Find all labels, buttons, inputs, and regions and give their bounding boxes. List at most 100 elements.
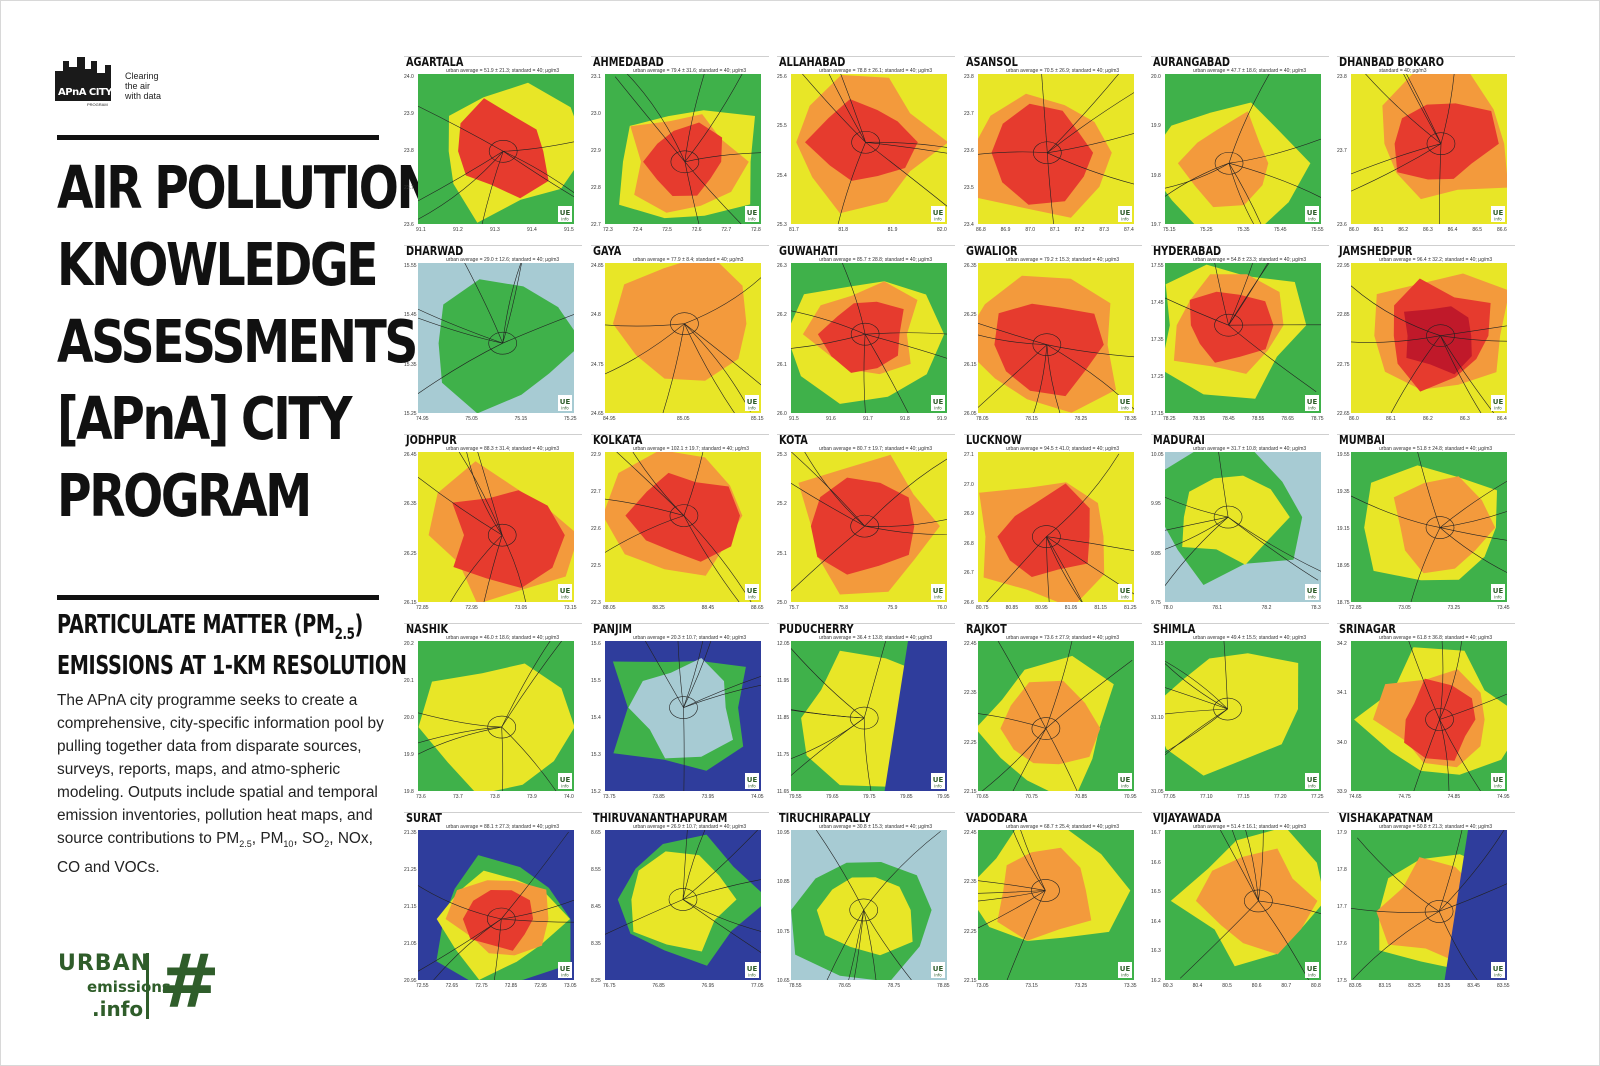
ring-road xyxy=(669,696,698,719)
y-tick-label: 18.95 xyxy=(1337,563,1350,569)
y-tick-label: 8.55 xyxy=(591,867,601,873)
city-name: PANJIM xyxy=(593,621,632,636)
panel-top-rule xyxy=(964,623,1142,624)
y-tick-label: 21.25 xyxy=(404,867,417,873)
urban-average-stat: urban average = 54.8 ± 23.3; standard = … xyxy=(1193,257,1307,263)
ring-road xyxy=(487,715,517,739)
x-tick-label: 87.0 xyxy=(1025,227,1036,233)
description-text: The APnA city programme seeks to create … xyxy=(57,692,384,847)
urban-average-stat: urban average = 94.5 ± 41.0; standard = … xyxy=(1006,446,1120,452)
ue-badge-text: UE xyxy=(560,398,571,406)
road-line xyxy=(605,899,684,935)
panel-top-rule xyxy=(964,56,1142,57)
y-tick-label: 11.85 xyxy=(777,715,790,721)
urban-average-stat: urban average = 51.9 ± 21.3; standard = … xyxy=(446,68,560,74)
road-line xyxy=(418,317,503,344)
ue-urban: URBAN xyxy=(58,951,151,976)
y-tick-label: 17.6 xyxy=(1337,941,1347,947)
x-tick-label: 80.5 xyxy=(1222,983,1232,989)
description: The APnA city programme seeks to create … xyxy=(57,692,384,877)
y-tick-label: 22.9 xyxy=(591,148,601,154)
pm10: PM10 xyxy=(260,830,293,849)
x-tick-label: 86.9 xyxy=(1000,227,1011,233)
panel-top-rule xyxy=(404,623,582,624)
x-tick-label: 91.3 xyxy=(490,227,500,233)
title-line: KNOWLEDGE xyxy=(57,230,379,299)
urban-average-stat: urban average = 61.8 ± 36.8; standard = … xyxy=(1379,635,1493,641)
ue-badge xyxy=(558,773,572,789)
ue-badge-subtext: info xyxy=(748,406,756,411)
subtitle-text: ) xyxy=(354,610,363,640)
city-name: JAMSHEDPUR xyxy=(1339,243,1413,258)
apna-logo-tagline: Clearing the air with data xyxy=(125,71,185,101)
ue-badge-subtext: info xyxy=(1308,784,1316,789)
y-tick-label: 22.7 xyxy=(591,222,601,228)
road-line xyxy=(1179,900,1259,979)
x-tick-label: 87.2 xyxy=(1074,227,1085,233)
concentration-zone xyxy=(997,847,1092,941)
road-line xyxy=(1403,74,1442,144)
city-map-panel: AHMEDABAD urban average = 79.4 ± 31.6; st… xyxy=(591,54,769,236)
urban-average-stat: urban average = 68.7 ± 25.4; standard = … xyxy=(1006,824,1120,830)
x-tick-label: 72.85 xyxy=(504,983,518,989)
ue-emissions: emissions xyxy=(87,978,171,996)
ue-badge xyxy=(1305,206,1319,222)
ue-badge-text: UE xyxy=(1120,587,1131,595)
ring-road xyxy=(488,139,518,163)
ue-badge xyxy=(745,584,759,600)
y-tick-label: 19.8 xyxy=(404,789,414,795)
road-line xyxy=(1438,911,1478,980)
road-line xyxy=(1410,527,1441,602)
x-tick-label: 73.7 xyxy=(453,794,463,800)
x-tick-label: 86.6 xyxy=(1497,227,1507,233)
road-line xyxy=(1165,708,1228,715)
city-name: DHARWAD xyxy=(406,243,464,258)
road-line xyxy=(1228,324,1317,392)
x-tick-label: 72.3 xyxy=(603,227,613,233)
ue-badge xyxy=(1491,773,1505,789)
road-line xyxy=(684,323,735,413)
y-tick-label: 26.15 xyxy=(404,600,417,606)
road-line xyxy=(1165,162,1230,197)
x-tick-label: 76.0 xyxy=(937,605,947,611)
y-tick-label: 23.8 xyxy=(404,148,414,154)
y-tick-label: 26.35 xyxy=(404,501,417,508)
city-map-panel: AGARTALA urban average = 51.9 ± 21.3; sta… xyxy=(404,54,582,236)
road-line xyxy=(864,334,909,413)
city-map-panel: GWALIOR urban average = 79.2 ± 15.3; stan… xyxy=(964,243,1142,425)
concentration-zone xyxy=(1165,653,1299,776)
y-tick-label: 20.2 xyxy=(404,641,414,647)
concentration-zone xyxy=(817,301,904,373)
road-line xyxy=(503,151,574,194)
road-line xyxy=(1440,335,1507,342)
y-tick-label: 31.05 xyxy=(1151,789,1164,795)
ue-badge-subtext: info xyxy=(1121,595,1129,600)
road-line xyxy=(1258,900,1321,915)
concentration-zone xyxy=(1195,848,1318,955)
so2-sub: 2 xyxy=(324,839,330,850)
concentration-zone xyxy=(805,99,918,181)
city-name: KOTA xyxy=(779,432,808,447)
y-tick-label: 16.2 xyxy=(1151,978,1161,984)
ue-badge-subtext: info xyxy=(1121,217,1129,222)
y-tick-label: 22.15 xyxy=(964,789,977,795)
road-line xyxy=(418,105,504,152)
road-line xyxy=(1046,536,1083,602)
ue-badge-text: UE xyxy=(747,398,758,406)
ue-badge xyxy=(1305,584,1319,600)
road-line xyxy=(682,830,759,900)
x-tick-label: 85.15 xyxy=(751,416,764,422)
city-name: THIRUVANANTHAPURAM xyxy=(593,810,728,825)
road-line xyxy=(1228,163,1262,224)
ue-badge-text: UE xyxy=(1493,965,1504,973)
y-tick-label: 34.0 xyxy=(1337,739,1347,746)
y-tick-label: 19.9 xyxy=(1151,123,1161,130)
road-line xyxy=(683,676,761,708)
city-map-panel: GUWAHATI urban average = 85.7 ± 28.8; sta… xyxy=(777,243,955,425)
x-tick-label: 73.9 xyxy=(527,794,537,800)
road-line xyxy=(1440,335,1495,413)
road-line xyxy=(1351,143,1442,175)
panel-top-rule xyxy=(404,434,582,435)
